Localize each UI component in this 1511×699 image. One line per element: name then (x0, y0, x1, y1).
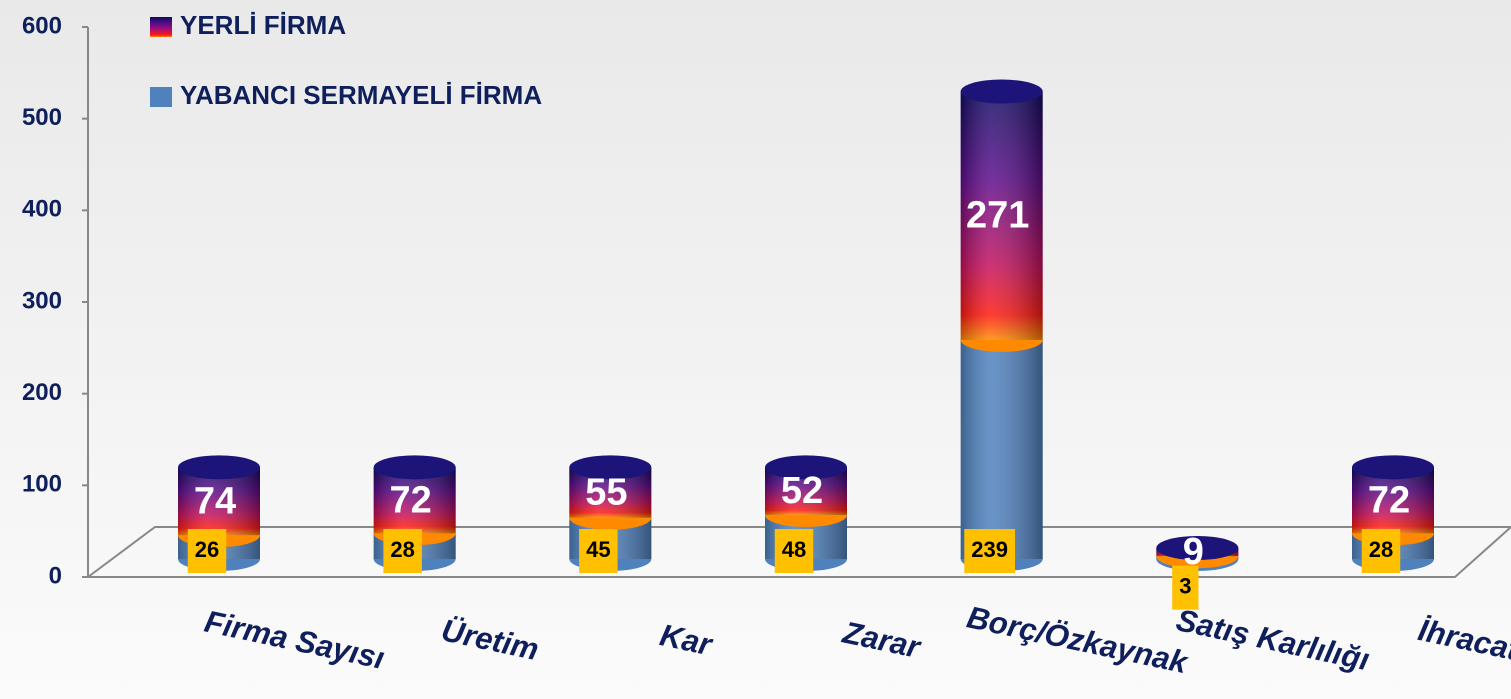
data-label: 48 (782, 537, 806, 562)
legend-swatch (150, 87, 172, 107)
data-label: 239 (971, 537, 1008, 562)
data-label: 74 (194, 480, 236, 522)
data-label: 45 (586, 537, 610, 562)
data-label: 3 (1179, 573, 1191, 598)
data-label: 28 (390, 537, 414, 562)
bar-cap (960, 79, 1043, 104)
plot: 26 74 28 72 45 55 48 52 239 271 39 28 72 (178, 79, 1434, 610)
data-label-box (579, 529, 618, 573)
data-label-box (964, 529, 1016, 573)
data-label: 26 (195, 537, 219, 562)
data-label: 271 (966, 195, 1029, 237)
legend-label: YERLİ FİRMA (180, 10, 346, 40)
data-label: 52 (781, 470, 823, 512)
bar-cap (1156, 536, 1239, 560)
data-label: 72 (1368, 479, 1410, 521)
bar-cap (569, 455, 652, 480)
bar-shade (960, 91, 1043, 340)
legend-label: YABANCI SERMAYELİ FİRMA (180, 80, 542, 110)
data-label-box (187, 529, 227, 573)
data-label: 28 (1369, 537, 1393, 562)
y-tick-label: 200 (22, 379, 62, 406)
y-tick-label: 0 (49, 562, 62, 589)
bar-cap (178, 455, 260, 480)
bar-shade (960, 339, 1043, 559)
y-tick-label: 600 (22, 12, 62, 39)
y-tick-label: 100 (22, 471, 62, 498)
y-tick-label: 500 (22, 104, 62, 131)
data-label: 9 (1183, 531, 1204, 573)
data-label-box (1361, 529, 1401, 573)
bar-cap (1352, 455, 1434, 480)
data-label-box (383, 529, 422, 573)
legend-swatch (150, 17, 172, 37)
data-label: 72 (390, 479, 432, 521)
bar-cap (765, 455, 847, 480)
data-label-box (774, 529, 814, 573)
y-tick-label: 400 (22, 196, 62, 223)
y-tick-label: 300 (22, 287, 62, 314)
bar-cap (373, 455, 456, 480)
data-label: 55 (585, 472, 627, 514)
data-label-box (1172, 565, 1199, 610)
